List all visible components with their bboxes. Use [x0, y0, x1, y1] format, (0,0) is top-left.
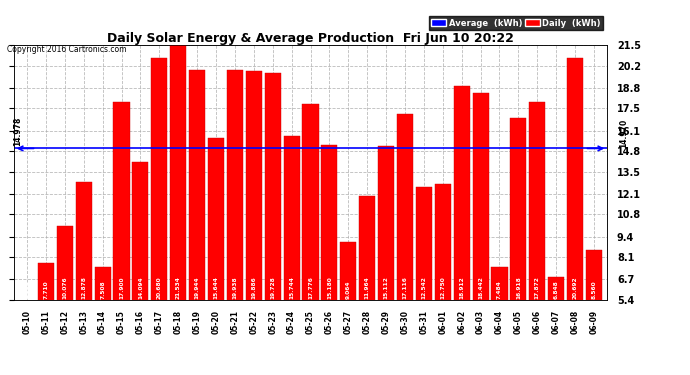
Text: 9.064: 9.064 [346, 360, 351, 375]
Bar [322, 145, 337, 375]
Text: 14.094: 14.094 [138, 277, 143, 299]
Text: 8.560: 8.560 [591, 280, 596, 299]
Text: 20.692: 20.692 [573, 352, 578, 375]
Bar [435, 184, 451, 375]
Text: 15.644: 15.644 [213, 276, 219, 299]
Text: 18.442: 18.442 [478, 352, 483, 375]
Text: 19.944: 19.944 [195, 352, 199, 375]
Text: 20.680: 20.680 [157, 352, 162, 375]
Text: 14.970: 14.970 [619, 119, 628, 148]
Text: 15.744: 15.744 [289, 353, 294, 375]
Text: 16.918: 16.918 [516, 276, 521, 299]
Legend: Average  (kWh), Daily  (kWh): Average (kWh), Daily (kWh) [428, 16, 603, 30]
Text: 15.180: 15.180 [327, 276, 332, 299]
Text: 17.900: 17.900 [119, 277, 124, 299]
Bar [453, 86, 470, 375]
Text: Copyright 2016 Cartronics.com: Copyright 2016 Cartronics.com [7, 45, 126, 54]
Bar [170, 45, 186, 375]
Text: 19.938: 19.938 [233, 277, 237, 299]
Bar [265, 73, 281, 375]
Text: 19.728: 19.728 [270, 352, 275, 375]
Text: 15.744: 15.744 [289, 276, 294, 299]
Text: 7.710: 7.710 [43, 280, 48, 299]
Text: 12.750: 12.750 [440, 354, 445, 375]
Text: 12.542: 12.542 [422, 354, 426, 375]
Bar [38, 263, 54, 375]
Bar [151, 58, 168, 375]
Bar [227, 70, 243, 375]
Text: 19.886: 19.886 [251, 352, 256, 375]
Text: 7.484: 7.484 [497, 280, 502, 299]
Text: 12.878: 12.878 [81, 276, 86, 299]
Text: 15.112: 15.112 [384, 354, 388, 375]
Bar [76, 182, 92, 375]
Text: 15.644: 15.644 [213, 353, 219, 375]
Bar [416, 187, 432, 375]
Bar [340, 242, 356, 375]
Text: 17.872: 17.872 [535, 353, 540, 375]
Text: 8.560: 8.560 [591, 360, 596, 375]
Text: 11.964: 11.964 [365, 355, 370, 375]
Text: 17.116: 17.116 [402, 276, 408, 299]
Title: Daily Solar Energy & Average Production  Fri Jun 10 20:22: Daily Solar Energy & Average Production … [107, 32, 514, 45]
Text: 12.878: 12.878 [81, 354, 86, 375]
Text: 15.180: 15.180 [327, 354, 332, 375]
Text: 17.776: 17.776 [308, 276, 313, 299]
Text: 15.112: 15.112 [384, 276, 388, 299]
Bar [511, 118, 526, 375]
Text: 14.978: 14.978 [13, 117, 22, 146]
Bar [548, 277, 564, 375]
Bar [397, 114, 413, 375]
Text: 10.076: 10.076 [62, 277, 68, 299]
Bar [95, 267, 110, 375]
Text: 6.848: 6.848 [553, 360, 559, 375]
Text: 19.886: 19.886 [251, 276, 256, 299]
Bar [529, 102, 545, 375]
Bar [586, 250, 602, 375]
Text: 11.964: 11.964 [365, 276, 370, 299]
Text: 18.912: 18.912 [459, 276, 464, 299]
Text: 7.484: 7.484 [497, 360, 502, 375]
Text: 9.064: 9.064 [346, 281, 351, 299]
Text: 16.918: 16.918 [516, 353, 521, 375]
Text: 17.872: 17.872 [535, 276, 540, 299]
Text: 21.534: 21.534 [176, 351, 181, 374]
Bar [359, 196, 375, 375]
Bar [491, 267, 508, 375]
Text: 14.094: 14.094 [138, 354, 143, 375]
Bar [246, 70, 262, 375]
Text: 7.508: 7.508 [100, 360, 105, 375]
Text: 6.848: 6.848 [553, 280, 559, 299]
Text: 19.944: 19.944 [195, 277, 199, 299]
Text: 19.728: 19.728 [270, 276, 275, 299]
Text: 0.000: 0.000 [25, 280, 30, 298]
Bar [113, 102, 130, 375]
Text: 7.508: 7.508 [100, 280, 105, 299]
Text: 21.534: 21.534 [176, 276, 181, 299]
Text: 18.912: 18.912 [459, 352, 464, 375]
Bar [378, 146, 394, 375]
Text: 0.000: 0.000 [25, 281, 30, 299]
Text: 12.542: 12.542 [422, 276, 426, 299]
Bar [57, 226, 73, 375]
Text: 7.710: 7.710 [43, 360, 48, 375]
Bar [302, 104, 319, 375]
Text: 17.776: 17.776 [308, 353, 313, 375]
Text: 20.692: 20.692 [573, 277, 578, 299]
Bar [189, 70, 205, 375]
Text: 17.116: 17.116 [402, 353, 408, 375]
Bar [567, 58, 583, 375]
Text: 20.680: 20.680 [157, 277, 162, 299]
Bar [284, 136, 299, 375]
Text: 18.442: 18.442 [478, 276, 483, 299]
Bar [473, 93, 489, 375]
Text: 17.900: 17.900 [119, 353, 124, 375]
Text: 10.076: 10.076 [62, 356, 68, 375]
Bar [208, 138, 224, 375]
Text: 19.938: 19.938 [233, 352, 237, 375]
Text: 12.750: 12.750 [440, 276, 445, 299]
Bar [132, 162, 148, 375]
